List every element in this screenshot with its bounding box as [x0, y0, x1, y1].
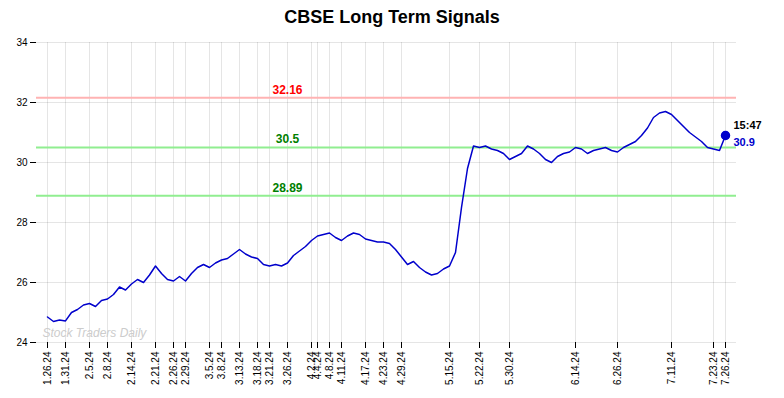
- svg-text:28.89: 28.89: [272, 181, 302, 195]
- html-text:CBSE Long Term Signals: CBSE Long Term Signals: [284, 7, 500, 27]
- svg-text:4.11.24: 4.11.24: [336, 351, 347, 384]
- svg-text:3.26.24: 3.26.24: [282, 351, 293, 385]
- svg-text:Stock Traders Daily: Stock Traders Daily: [43, 326, 148, 340]
- svg-text:2.8.24: 2.8.24: [102, 351, 113, 379]
- svg-text:28: 28: [16, 217, 28, 228]
- svg-text:32.16: 32.16: [272, 83, 302, 97]
- svg-text:4.17.24: 4.17.24: [360, 351, 371, 385]
- svg-text:1.26.24: 1.26.24: [42, 351, 53, 385]
- svg-text:24: 24: [16, 337, 28, 348]
- svg-text:7.11.24: 7.11.24: [666, 351, 677, 384]
- svg-text:6.26.24: 6.26.24: [612, 351, 623, 385]
- svg-text:32: 32: [16, 97, 28, 108]
- svg-text:15:47: 15:47: [734, 119, 762, 131]
- svg-text:5.30.24: 5.30.24: [504, 351, 515, 385]
- svg-text:6.14.24: 6.14.24: [570, 351, 581, 385]
- svg-text:26: 26: [16, 277, 28, 288]
- svg-text:2.5.24: 2.5.24: [84, 351, 95, 379]
- svg-text:30: 30: [16, 157, 28, 168]
- svg-text:3.5.24: 3.5.24: [204, 351, 215, 379]
- svg-text:3.8.24: 3.8.24: [216, 351, 227, 379]
- svg-text:2.21.24: 2.21.24: [150, 351, 161, 385]
- svg-text:4.4.24: 4.4.24: [312, 351, 323, 379]
- svg-text:5.22.24: 5.22.24: [474, 351, 485, 385]
- svg-text:3.21.24: 3.21.24: [264, 351, 275, 385]
- svg-text:4.8.24: 4.8.24: [324, 351, 335, 379]
- svg-text:34: 34: [16, 37, 28, 48]
- svg-text:4.29.24: 4.29.24: [396, 351, 407, 385]
- svg-text:7.26.24: 7.26.24: [720, 351, 731, 385]
- svg-text:3.13.24: 3.13.24: [234, 351, 245, 385]
- svg-text:7.23.24: 7.23.24: [708, 351, 719, 385]
- svg-text:4.23.24: 4.23.24: [378, 351, 389, 385]
- svg-text:3.18.24: 3.18.24: [252, 351, 263, 385]
- svg-text:30.9: 30.9: [734, 136, 755, 148]
- svg-text:1.31.24: 1.31.24: [60, 351, 71, 385]
- svg-text:2.14.24: 2.14.24: [126, 351, 137, 385]
- svg-text:2.26.24: 2.26.24: [168, 351, 179, 385]
- svg-text:5.15.24: 5.15.24: [444, 351, 455, 385]
- svg-text:2.29.24: 2.29.24: [180, 351, 191, 385]
- svg-text:30.5: 30.5: [276, 132, 300, 146]
